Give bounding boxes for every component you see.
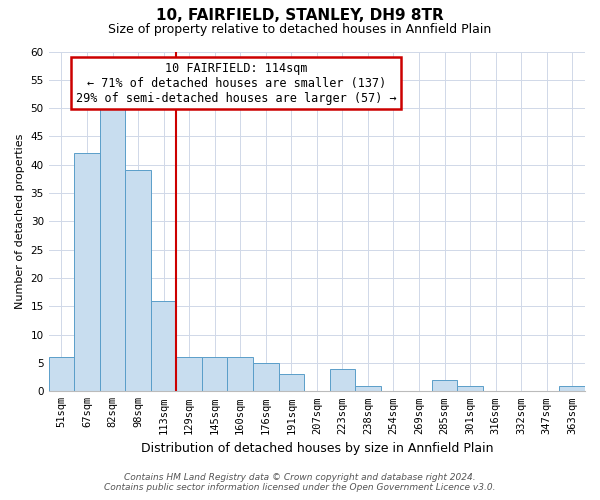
Bar: [49, 358, 74, 392]
Text: Size of property relative to detached houses in Annfield Plain: Size of property relative to detached ho…: [109, 22, 491, 36]
Bar: [176, 358, 202, 392]
Bar: [202, 358, 227, 392]
Bar: [559, 386, 585, 392]
Text: 10, FAIRFIELD, STANLEY, DH9 8TR: 10, FAIRFIELD, STANLEY, DH9 8TR: [156, 8, 444, 22]
Bar: [457, 386, 483, 392]
Bar: [278, 374, 304, 392]
Bar: [253, 363, 278, 392]
X-axis label: Distribution of detached houses by size in Annfield Plain: Distribution of detached houses by size …: [140, 442, 493, 455]
Bar: [432, 380, 457, 392]
Bar: [74, 154, 100, 392]
Text: 10 FAIRFIELD: 114sqm
← 71% of detached houses are smaller (137)
29% of semi-deta: 10 FAIRFIELD: 114sqm ← 71% of detached h…: [76, 62, 397, 104]
Text: Contains HM Land Registry data © Crown copyright and database right 2024.
Contai: Contains HM Land Registry data © Crown c…: [104, 473, 496, 492]
Bar: [355, 386, 380, 392]
Bar: [227, 358, 253, 392]
Bar: [151, 300, 176, 392]
Bar: [100, 108, 125, 392]
Bar: [329, 368, 355, 392]
Bar: [125, 170, 151, 392]
Y-axis label: Number of detached properties: Number of detached properties: [15, 134, 25, 309]
